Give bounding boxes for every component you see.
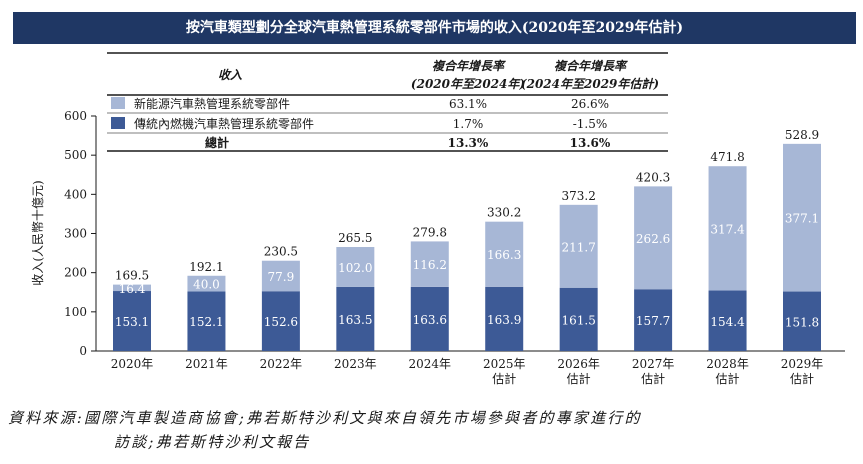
cagr1-value: 63.1% — [449, 97, 487, 111]
bar-total-value: 420.3 — [636, 170, 670, 184]
x-tick-label: 估計 — [567, 371, 591, 386]
bar-ice — [485, 286, 524, 351]
y-tick-label: 300 — [64, 227, 87, 241]
x-tick-label: 2028年 — [706, 357, 749, 371]
bar-nev-value: 317.4 — [710, 222, 745, 236]
cagr2-total: 13.6% — [570, 136, 611, 150]
bar-nev — [634, 186, 673, 290]
bar-nev-value: 211.7 — [561, 240, 595, 254]
bar-ice — [410, 286, 449, 351]
legend-swatch — [111, 97, 125, 109]
bar-total-value: 192.1 — [189, 260, 223, 274]
bar-ice-value: 152.6 — [264, 315, 298, 329]
bar-ice — [634, 289, 673, 351]
bar-nev — [559, 204, 598, 288]
bar-nev — [485, 221, 524, 287]
y-axis: 0 100 200 300 400 500 600 收入(人民幣十億元) — [31, 109, 845, 358]
bar-total-value: 373.2 — [561, 189, 595, 203]
y-axis-label: 收入(人民幣十億元) — [31, 180, 45, 285]
bar-total-value: 230.5 — [264, 245, 298, 259]
x-tick-label: 2025年 — [483, 357, 526, 371]
cagr1-total: 13.3% — [448, 136, 489, 150]
y-tick-label: 200 — [64, 266, 87, 280]
legend-label: 傳統內燃機汽車熱管理系統零部件 — [134, 116, 314, 131]
x-tick-label: 估計 — [492, 371, 516, 386]
bar-nev-value: 16.4 — [119, 282, 146, 296]
bar-nev-value: 77.9 — [268, 270, 295, 284]
cagr2-value: -1.5% — [573, 117, 608, 131]
bar-total-value: 330.2 — [487, 206, 521, 220]
x-tick-label: 2029年 — [781, 357, 824, 371]
bar-ice-value: 151.8 — [785, 315, 819, 329]
x-tick-label: 2027年 — [632, 357, 675, 371]
bar-nev — [783, 143, 821, 292]
bar-nev-value: 377.1 — [785, 212, 819, 226]
chart-title: 按汽車類型劃分全球汽車熱管理系統零部件市場的收入(2020年至2029年估計) — [13, 12, 856, 44]
bar-total-value: 265.5 — [338, 231, 372, 245]
bar-ice — [261, 291, 300, 351]
bar-ice-value: 163.5 — [338, 313, 372, 327]
bar-nev — [187, 275, 226, 292]
x-tick-label: 2024年 — [409, 357, 452, 371]
bar-total-value: 279.8 — [413, 225, 447, 239]
legend-label: 新能源汽車熱管理系統零部件 — [134, 96, 290, 111]
bar-ice-value: 163.6 — [413, 313, 447, 327]
bar-total-value: 471.8 — [710, 150, 744, 164]
cagr1-value: 1.7% — [453, 117, 484, 131]
bar-ice-value: 153.1 — [115, 315, 149, 329]
cagr1-header-line1: 複合年增長率 — [432, 59, 506, 73]
bar-nev — [410, 241, 449, 287]
bar-ice — [708, 290, 747, 351]
y-tick-label: 100 — [64, 305, 87, 319]
bar-ice — [559, 287, 598, 351]
x-tick-label: 2023年 — [334, 357, 377, 371]
bar-nev-value: 40.0 — [193, 278, 220, 292]
y-tick-label: 0 — [79, 344, 87, 358]
y-tick-label: 600 — [64, 109, 87, 123]
x-axis: 2020年 2021年 2022年 2023年 2024年 2025年估計2026年估計2… — [111, 357, 824, 386]
bar-ice-value: 152.1 — [189, 315, 223, 329]
legend-swatch — [111, 117, 125, 129]
total-label: 總計 — [205, 135, 229, 150]
x-tick-label: 估計 — [716, 371, 740, 386]
x-tick-label: 估計 — [641, 371, 665, 386]
bar-ice — [336, 286, 375, 351]
source-line-2: 訪談;弗若斯特沙利文報告 — [114, 433, 311, 451]
x-tick-label: 2020年 — [111, 357, 154, 371]
source-line-1: 資料來源:國際汽車製造商協會;弗若斯特沙利文與來自領先市場參與者的專家進行的 — [8, 409, 642, 427]
bar-ice — [783, 291, 821, 351]
x-tick-label: 2026年 — [557, 357, 600, 371]
cagr2-value: 26.6% — [571, 97, 609, 111]
cagr2-header-line2: (2024年至2029年估計) — [521, 77, 659, 91]
bar-ice-value: 161.5 — [561, 313, 595, 327]
x-tick-label: 2021年 — [185, 357, 228, 371]
bar-ice-value: 154.4 — [710, 315, 745, 329]
bar-nev-value: 116.2 — [413, 258, 447, 272]
bar-total-value: 528.9 — [785, 128, 819, 142]
x-tick-label: 估計 — [790, 371, 814, 386]
bar-total-value: 169.5 — [115, 269, 149, 283]
bar-nev — [336, 247, 375, 287]
bar-nev — [113, 284, 151, 292]
bar-nev-value: 102.0 — [338, 261, 372, 275]
y-tick-label: 400 — [64, 187, 87, 201]
bar-nev — [261, 260, 300, 292]
bar-ice — [187, 291, 226, 351]
table-header-label: 收入 — [218, 68, 242, 82]
bar-nev-value: 262.6 — [636, 232, 670, 246]
cagr-table: 收入 複合年增長率 (2020年至2024年) 複合年增長率 (2024年至2029年估… — [107, 52, 668, 152]
bar-ice — [113, 291, 151, 351]
bar-nev-value: 166.3 — [487, 248, 521, 262]
cagr1-header-line2: (2020年至2024年) — [411, 77, 525, 91]
bar-nev — [708, 166, 747, 291]
cagr2-header-line1: 複合年增長率 — [554, 59, 628, 73]
y-tick-label: 500 — [64, 148, 87, 162]
x-tick-label: 2022年 — [260, 357, 303, 371]
source-note: 資料來源:國際汽車製造商協會;弗若斯特沙利文與來自領先市場參與者的專家進行的 訪… — [8, 406, 858, 454]
bar-ice-value: 157.7 — [636, 314, 670, 328]
bar-ice-value: 163.9 — [487, 313, 521, 327]
